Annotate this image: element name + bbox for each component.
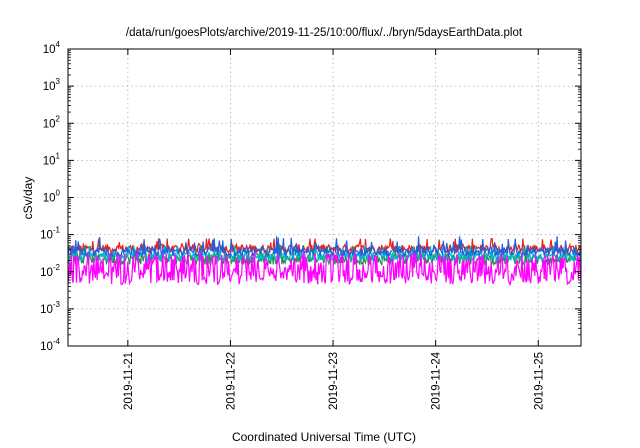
x-tick-label: 2019-11-25	[533, 352, 545, 410]
x-tick-label: 2019-11-23	[328, 352, 340, 410]
chart-title: /data/run/goesPlots/archive/2019-11-25/1…	[126, 27, 523, 39]
x-tick-label: 2019-11-22	[225, 352, 237, 410]
y-tick-label: 102	[43, 114, 61, 130]
y-axis: 10-4 10-3 10-2 10-1 100 101 102 103 104	[40, 40, 581, 353]
y-tick-label: 100	[43, 189, 61, 205]
series-line	[68, 251, 581, 287]
x-tick-label: 2019-11-24	[431, 351, 443, 410]
y-tick-label: 10-2	[40, 263, 60, 279]
y-tick-label: 10-4	[40, 337, 60, 353]
y-tick-label: 104	[43, 40, 61, 56]
y-tick-label: 101	[43, 151, 61, 167]
y-tick-label: 10-3	[40, 300, 60, 316]
x-axis-label: Coordinated Universal Time (UTC)	[232, 430, 416, 444]
y-tick-label: 10-1	[40, 226, 60, 242]
y-axis-label: cSv/day	[21, 177, 35, 220]
x-tick-label: 2019-11-21	[123, 352, 135, 410]
y-tick-label: 103	[43, 77, 61, 93]
grid	[68, 49, 581, 346]
series-group	[68, 236, 581, 287]
series-line	[68, 236, 581, 258]
x-axis: 2019-11-21 2019-11-22 2019-11-23 2019-11-24…	[123, 49, 545, 410]
